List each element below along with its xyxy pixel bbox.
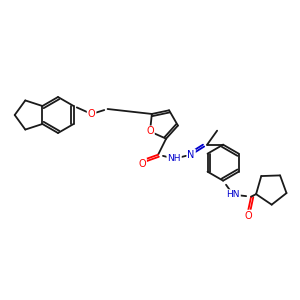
Text: HN: HN [226,190,240,199]
Text: NH: NH [167,154,181,163]
Text: O: O [146,127,154,136]
Text: O: O [88,109,95,119]
Text: O: O [244,211,252,221]
Text: N: N [188,150,195,160]
Text: O: O [138,159,146,169]
